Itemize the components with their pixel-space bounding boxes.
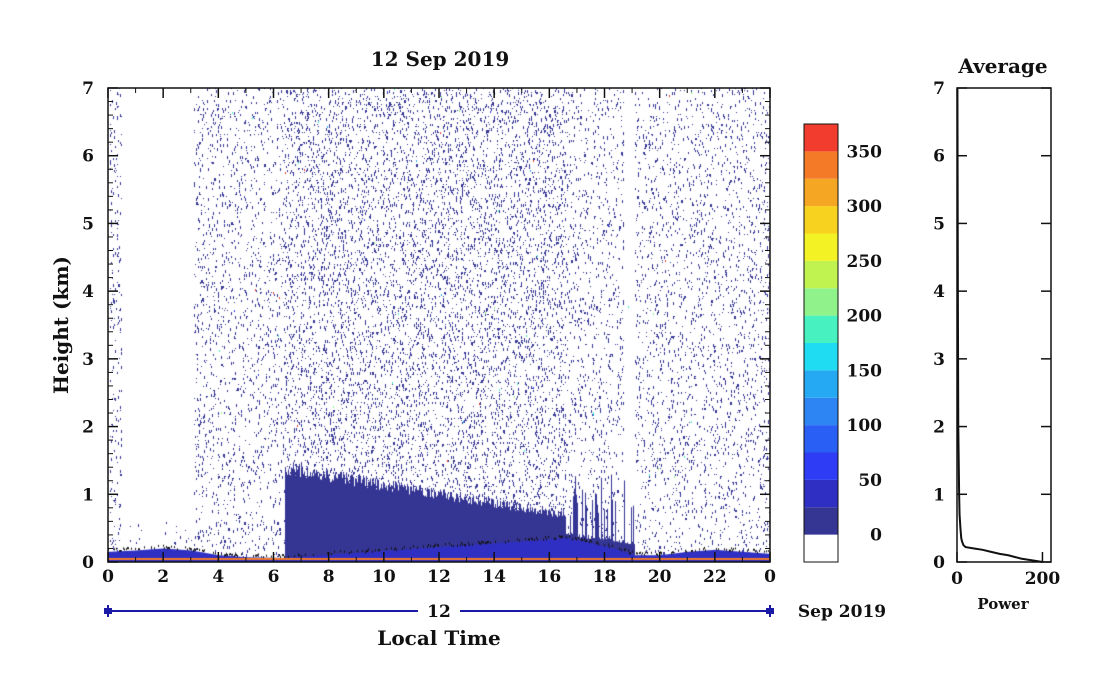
average-y-tick-label: 3 bbox=[933, 350, 945, 370]
x-axis-label: Local Time bbox=[377, 626, 500, 650]
colorbar-tick-label: 0 bbox=[870, 526, 882, 546]
heatmap-data-layer bbox=[108, 88, 770, 562]
y-tick-label: 1 bbox=[82, 485, 94, 505]
colorbar-tick-label: 50 bbox=[858, 471, 882, 491]
average-y-axis-ticks: 0 1 2 3 4 5 6 7 bbox=[933, 79, 1051, 573]
x-tick-label: 4 bbox=[212, 567, 224, 587]
colorbar-swatch bbox=[804, 534, 838, 562]
y-tick-label: 7 bbox=[82, 79, 94, 99]
average-y-tick-label: 6 bbox=[933, 147, 945, 167]
colorbar-tick-label: 300 bbox=[847, 197, 883, 217]
average-x-axis-ticks: 0 200 bbox=[951, 552, 1060, 589]
colorbar-swatch bbox=[804, 479, 838, 508]
y-axis-label: Height (km) bbox=[49, 256, 73, 394]
y-tick-label: 4 bbox=[82, 282, 94, 302]
average-y-tick-label: 4 bbox=[933, 282, 945, 302]
colorbar-tick-label: 350 bbox=[847, 142, 883, 162]
colorbar-tick-label: 200 bbox=[847, 307, 883, 327]
x-tick-label: 14 bbox=[482, 567, 506, 587]
colorbar-swatch bbox=[804, 233, 838, 261]
x-tick-label: 0 bbox=[764, 567, 776, 587]
colorbar-swatch bbox=[804, 452, 838, 480]
x-tick-label: 20 bbox=[648, 567, 672, 587]
average-profile-panel: Average 0 200 0 1 2 3 4 5 6 7 Power bbox=[933, 54, 1060, 613]
colorbar-swatch bbox=[804, 260, 838, 289]
colorbar-swatch bbox=[804, 288, 838, 316]
x-axis-ticks: 0 2 4 6 8 10 12 14 16 18 20 22 0 bbox=[102, 88, 776, 587]
average-plot-frame bbox=[956, 87, 1052, 563]
colorbar-swatch bbox=[804, 206, 838, 234]
x-tick-label: 2 bbox=[157, 567, 169, 587]
y-tick-label: 0 bbox=[82, 553, 94, 573]
y-axis-ticks: 0 1 2 3 4 5 6 7 bbox=[82, 79, 770, 573]
y-tick-label: 2 bbox=[82, 418, 94, 438]
x-tick-label: 18 bbox=[593, 567, 617, 587]
x-tick-label: 12 bbox=[427, 567, 451, 587]
colorbar-ticks: 0 50 100 150 200 250 300 350 bbox=[847, 142, 883, 545]
y-tick-label: 3 bbox=[82, 350, 94, 370]
average-panel-title: Average bbox=[957, 54, 1047, 78]
main-heatmap-panel: 12 Sep 2019 0 2 4 6 8 10 12 14 16 18 20 22 0 0123456… bbox=[49, 47, 886, 650]
average-x-axis-label: Power bbox=[977, 595, 1029, 613]
colorbar-swatch bbox=[804, 370, 838, 398]
x-tick-label: 22 bbox=[703, 567, 727, 587]
average-profile-line bbox=[956, 87, 1043, 563]
colorbar-swatch bbox=[804, 124, 838, 152]
heatmap-raster bbox=[108, 88, 770, 562]
colorbar-swatches bbox=[804, 124, 838, 562]
x-tick-label: 0 bbox=[102, 567, 114, 587]
colorbar-tick-label: 150 bbox=[847, 361, 883, 381]
x-tick-label: 8 bbox=[323, 567, 335, 587]
y-tick-label: 6 bbox=[82, 147, 94, 167]
colorbar-swatch bbox=[804, 343, 838, 371]
chart-title: 12 Sep 2019 bbox=[371, 47, 510, 71]
average-y-tick-label: 1 bbox=[933, 485, 945, 505]
colorbar-tick-label: 100 bbox=[847, 416, 883, 436]
average-y-tick-label: 7 bbox=[933, 79, 945, 99]
average-profile-line-layer bbox=[956, 87, 1043, 563]
y-tick-label: 5 bbox=[82, 214, 94, 234]
colorbar-tick-label: 250 bbox=[847, 252, 883, 272]
colorbar-swatch bbox=[804, 507, 838, 535]
colorbar-swatch bbox=[804, 178, 838, 207]
x-tick-label: 10 bbox=[372, 567, 396, 587]
colorbar-swatch bbox=[804, 315, 838, 343]
colorbar-frame bbox=[803, 123, 839, 563]
colorbar: 0 50 100 150 200 250 300 350 bbox=[803, 123, 883, 563]
average-y-tick-label: 0 bbox=[933, 553, 945, 573]
colorbar-swatch bbox=[804, 151, 838, 179]
date-bar: 12 Sep 2019 bbox=[104, 602, 886, 622]
x-tick-label: 6 bbox=[268, 567, 280, 587]
average-y-tick-label: 5 bbox=[933, 214, 945, 234]
average-y-tick-label: 2 bbox=[933, 418, 945, 438]
date-bar-day-label: 12 bbox=[427, 602, 451, 622]
date-bar-month-label: Sep 2019 bbox=[798, 602, 886, 622]
x-tick-label: 16 bbox=[537, 567, 561, 587]
average-x-tick-label: 0 bbox=[951, 569, 963, 589]
colorbar-swatch bbox=[804, 397, 838, 426]
colorbar-swatch bbox=[804, 425, 838, 453]
average-x-tick-label: 200 bbox=[1025, 569, 1061, 589]
